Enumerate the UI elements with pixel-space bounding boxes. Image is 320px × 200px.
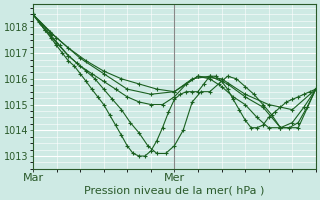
X-axis label: Pression niveau de la mer( hPa ): Pression niveau de la mer( hPa ) <box>84 186 265 196</box>
